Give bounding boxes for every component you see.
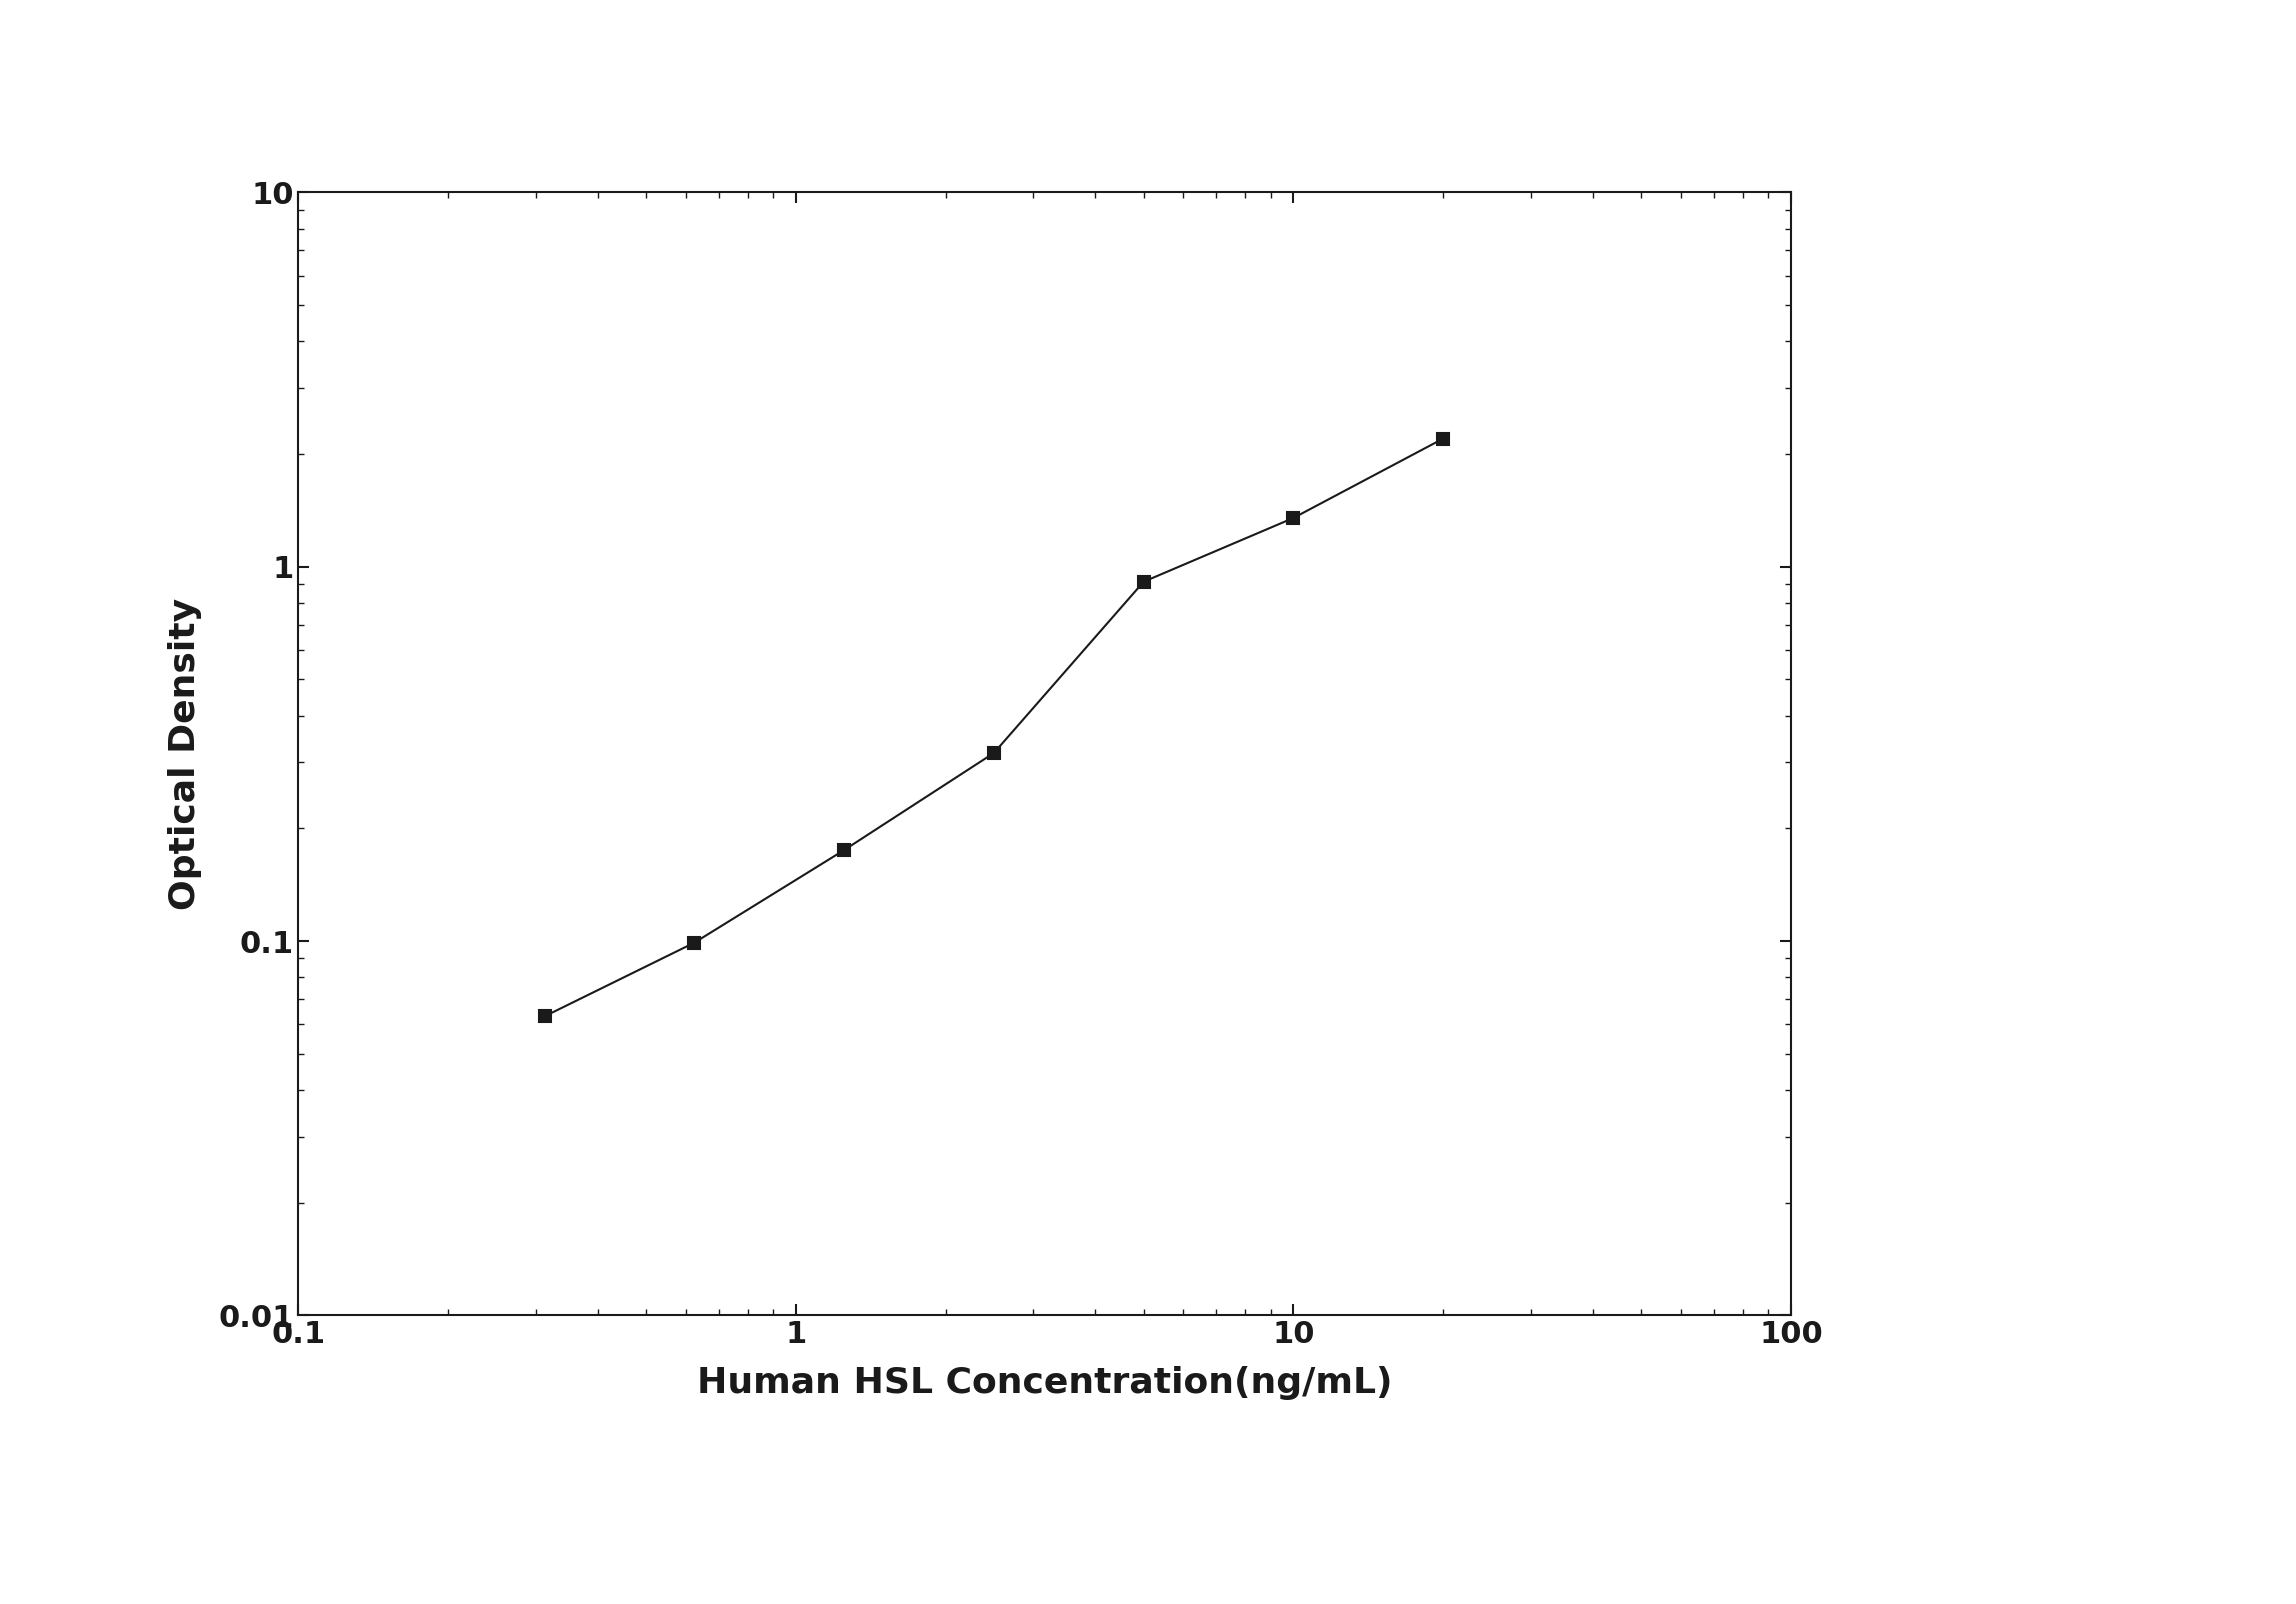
X-axis label: Human HSL Concentration(ng/mL): Human HSL Concentration(ng/mL)	[698, 1367, 1391, 1400]
Y-axis label: Optical Density: Optical Density	[168, 598, 202, 909]
